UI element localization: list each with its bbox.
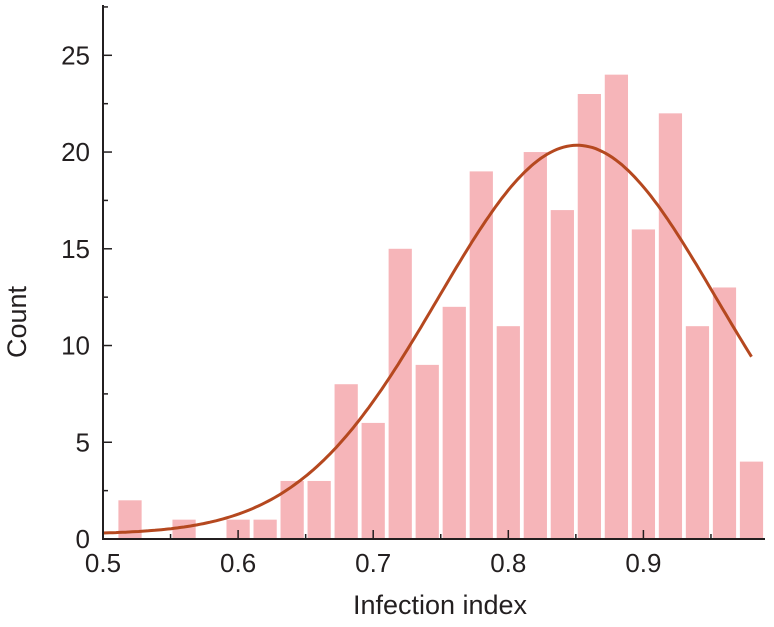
x-axis-label: Infection index	[353, 590, 528, 620]
x-tick-label: 0.9	[625, 548, 661, 578]
y-tick-label: 5	[76, 427, 90, 457]
histogram-bar	[415, 364, 439, 539]
x-tick-label: 0.7	[355, 548, 391, 578]
histogram-bar	[739, 461, 764, 539]
axes: 0.5 0.6 0.7 0.8 0.9 0 5 10 15 20 25	[61, 5, 765, 578]
histogram-bar	[334, 384, 358, 539]
histogram-bar	[172, 519, 196, 539]
histogram-bar	[604, 74, 629, 540]
y-tick-label: 10	[61, 331, 90, 361]
y-tick-label: 20	[61, 137, 90, 167]
histogram-bar	[253, 519, 277, 539]
fit-curve	[102, 143, 753, 535]
histogram-bar	[496, 326, 520, 539]
histogram-bar	[685, 326, 710, 539]
histogram-bar	[469, 171, 493, 540]
y-tick-label: 0	[76, 524, 90, 554]
histogram-bar	[226, 519, 250, 539]
histogram-bar	[388, 248, 412, 540]
histogram-bar	[712, 287, 737, 539]
y-tick-label: 15	[61, 234, 90, 264]
x-tick-label: 0.6	[220, 548, 256, 578]
histogram-bar	[442, 306, 466, 539]
histogram-bar	[118, 500, 142, 539]
histogram-bar	[361, 422, 385, 539]
histogram-bar	[280, 480, 304, 539]
histogram-bar	[550, 210, 574, 539]
y-tick-label: 25	[61, 40, 90, 70]
x-tick-label: 0.5	[85, 548, 121, 578]
histogram-bar	[307, 480, 331, 539]
histogram-bar	[658, 113, 683, 539]
y-axis-label: Count	[2, 285, 32, 358]
x-tick-label: 0.8	[490, 548, 526, 578]
histogram-bar	[631, 229, 656, 539]
histogram-bar	[577, 94, 601, 539]
bars-group	[118, 74, 764, 540]
histogram-bar	[523, 152, 547, 540]
